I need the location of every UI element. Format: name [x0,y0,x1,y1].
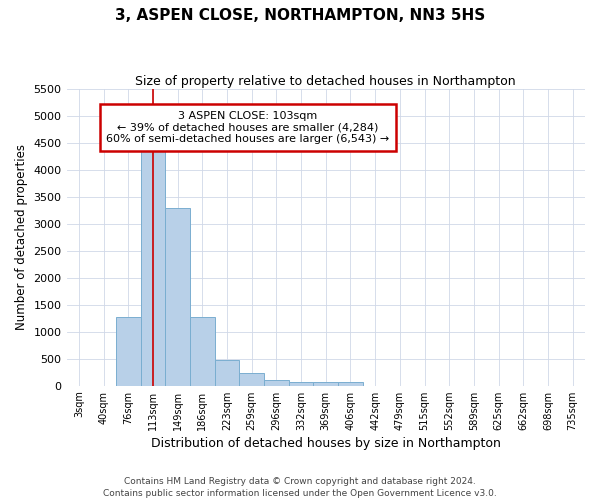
Text: 3 ASPEN CLOSE: 103sqm
← 39% of detached houses are smaller (4,284)
60% of semi-d: 3 ASPEN CLOSE: 103sqm ← 39% of detached … [106,111,389,144]
Title: Size of property relative to detached houses in Northampton: Size of property relative to detached ho… [136,75,516,88]
Bar [165,208,190,386]
Bar [140,151,165,386]
Bar [215,360,239,386]
Bar [239,374,264,386]
Bar [264,380,289,386]
Text: 3, ASPEN CLOSE, NORTHAMPTON, NN3 5HS: 3, ASPEN CLOSE, NORTHAMPTON, NN3 5HS [115,8,485,22]
X-axis label: Distribution of detached houses by size in Northampton: Distribution of detached houses by size … [151,437,501,450]
Bar [190,317,215,386]
Bar [116,317,140,386]
Text: Contains HM Land Registry data © Crown copyright and database right 2024.
Contai: Contains HM Land Registry data © Crown c… [103,476,497,498]
Bar [338,382,363,386]
Bar [313,382,338,386]
Y-axis label: Number of detached properties: Number of detached properties [15,144,28,330]
Bar [289,382,313,386]
